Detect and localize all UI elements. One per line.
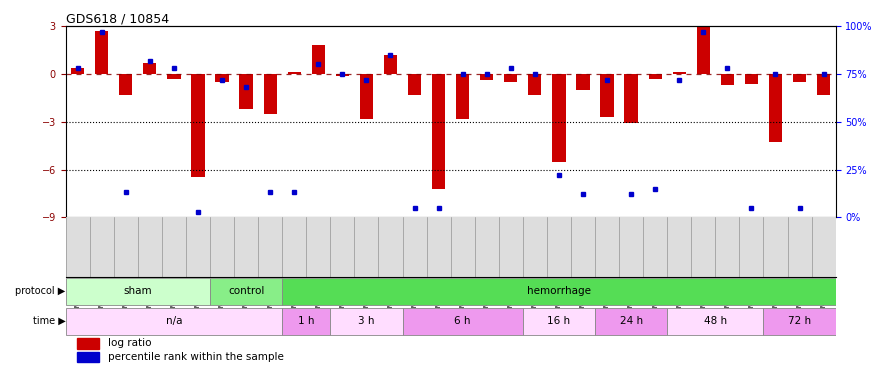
Text: time ▶: time ▶: [33, 316, 66, 326]
Text: 1 h: 1 h: [298, 316, 314, 326]
Bar: [192, 74, 205, 177]
FancyBboxPatch shape: [402, 308, 523, 334]
Text: sham: sham: [123, 286, 152, 296]
Bar: [552, 74, 565, 162]
FancyBboxPatch shape: [210, 278, 282, 305]
FancyBboxPatch shape: [595, 308, 668, 334]
Text: 24 h: 24 h: [620, 316, 642, 326]
Bar: [528, 74, 542, 95]
FancyBboxPatch shape: [66, 308, 282, 334]
Text: log ratio: log ratio: [108, 338, 151, 348]
Text: hemorrhage: hemorrhage: [527, 286, 591, 296]
Bar: [577, 74, 590, 90]
Bar: [336, 74, 349, 76]
Bar: [144, 63, 157, 74]
Text: 6 h: 6 h: [454, 316, 471, 326]
Bar: [673, 72, 686, 74]
Text: GDS618 / 10854: GDS618 / 10854: [66, 12, 169, 25]
Bar: [408, 74, 421, 95]
Bar: [769, 74, 782, 142]
Bar: [817, 74, 830, 95]
Text: percentile rank within the sample: percentile rank within the sample: [108, 352, 284, 362]
Text: protocol ▶: protocol ▶: [16, 286, 66, 296]
FancyBboxPatch shape: [66, 278, 210, 305]
Bar: [77, 338, 99, 349]
FancyBboxPatch shape: [282, 308, 331, 334]
FancyBboxPatch shape: [331, 308, 402, 334]
Bar: [504, 74, 517, 82]
FancyBboxPatch shape: [523, 308, 595, 334]
Bar: [95, 31, 108, 74]
Bar: [480, 74, 494, 80]
Bar: [793, 74, 806, 82]
FancyBboxPatch shape: [668, 308, 763, 334]
Text: 16 h: 16 h: [548, 316, 570, 326]
Text: control: control: [228, 286, 264, 296]
Bar: [77, 352, 99, 362]
FancyBboxPatch shape: [763, 308, 836, 334]
Bar: [240, 74, 253, 109]
Bar: [360, 74, 373, 118]
Bar: [119, 74, 132, 95]
Bar: [648, 74, 662, 79]
FancyBboxPatch shape: [282, 278, 836, 305]
Bar: [625, 74, 638, 123]
Text: n/a: n/a: [165, 316, 182, 326]
Bar: [600, 74, 613, 117]
Bar: [432, 74, 445, 189]
Bar: [696, 26, 710, 74]
Bar: [215, 74, 228, 82]
Bar: [384, 55, 397, 74]
Bar: [167, 74, 180, 79]
Bar: [745, 74, 758, 84]
Bar: [288, 72, 301, 74]
Bar: [71, 68, 84, 74]
Text: 72 h: 72 h: [788, 316, 811, 326]
Text: 48 h: 48 h: [704, 316, 727, 326]
Bar: [263, 74, 276, 114]
Bar: [721, 74, 734, 85]
Text: 3 h: 3 h: [358, 316, 374, 326]
Bar: [312, 45, 325, 74]
Bar: [456, 74, 469, 118]
